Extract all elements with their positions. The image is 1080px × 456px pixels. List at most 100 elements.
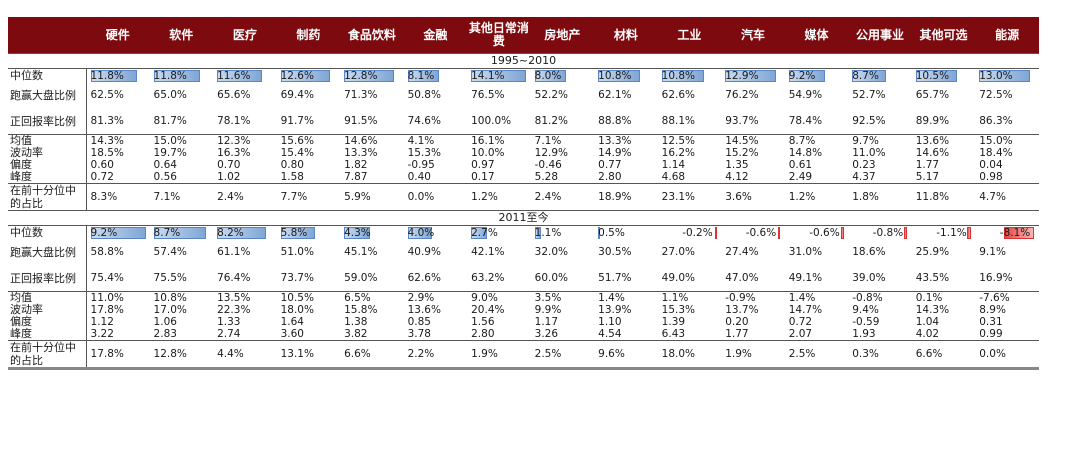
table-cell: 13.9% xyxy=(598,304,632,316)
table-cell: 1.17 xyxy=(534,316,559,328)
table-cell: 88.8% xyxy=(598,115,632,127)
table-cell: 0.80 xyxy=(280,159,304,171)
table-cell: 17.8% xyxy=(90,304,124,316)
data-bar: 14.1% xyxy=(471,69,527,82)
median-value: 12.6% xyxy=(280,69,314,82)
period-title: 2011至今 xyxy=(8,210,1039,226)
table-cell: 65.0% xyxy=(153,89,187,101)
data-bar-fill xyxy=(90,69,137,82)
median-cell: 0.5% xyxy=(594,225,658,239)
table-cell: 0.60 xyxy=(90,159,114,171)
table-cell: 27.0% xyxy=(661,246,696,258)
data-bar-fill xyxy=(217,226,267,239)
median-cell: -0.6% xyxy=(784,225,849,239)
table-cell: 9.7% xyxy=(848,134,912,147)
data-bar: -0.2% xyxy=(662,226,717,239)
median-cell: 13.0% xyxy=(975,68,1039,82)
table-row: 均值 11.0% 10.8% 13.5% 10.5% 6.5% 2.9% 9.0% 3.5% 1.… xyxy=(8,291,1039,304)
table-cell: 1.10 xyxy=(598,316,622,328)
table-cell: 1.04 xyxy=(915,316,940,328)
table-cell: 0.17 xyxy=(471,171,495,183)
median-value: 8.7% xyxy=(852,69,879,82)
table-cell: 88.1% xyxy=(661,115,696,127)
row-label: 偏度 xyxy=(8,159,87,171)
median-cell: 8.2% xyxy=(213,225,277,239)
median-cell: 4.3% xyxy=(340,225,404,239)
table-cell: 19.7% xyxy=(153,147,187,159)
table-cell: 2.49 xyxy=(788,171,813,183)
table-row: 正回报率比例 81.3% 81.7% 78.1% 91.7% 91.5% 74.6% 100.… xyxy=(8,108,1039,135)
table-cell: 61.1% xyxy=(217,246,251,258)
table-cell: 3.5% xyxy=(530,291,595,304)
table-cell: 8.7% xyxy=(784,134,849,147)
table-cell: 75.4% xyxy=(90,272,124,284)
table-cell: -0.46 xyxy=(534,159,562,171)
table-cell: 18.0% xyxy=(657,340,722,370)
median-cell: 5.8% xyxy=(276,225,341,239)
table-cell: 8.9% xyxy=(979,304,1006,316)
data-bar-fill xyxy=(153,69,200,82)
table-cell: 15.2% xyxy=(725,147,759,159)
table-row: 均值 14.3% 15.0% 12.3% 15.6% 14.6% 4.1% 16.1% 7.1%… xyxy=(8,134,1039,147)
table-cell: 100.0% xyxy=(471,115,512,127)
median-row: 中位数 11.8% 11.8% 11.6% 12.6% 12.8% 8.1% 14.1% 8.0… xyxy=(8,68,1039,82)
median-value: 4.0% xyxy=(407,226,435,239)
table-cell: 3.82 xyxy=(344,328,368,340)
table-cell: 0.72 xyxy=(788,316,813,328)
table-cell: 0.70 xyxy=(217,159,241,171)
table-cell: 49.1% xyxy=(788,272,823,284)
data-bar: 1.1% xyxy=(534,226,590,239)
table-cell: 15.0% xyxy=(975,134,1039,147)
table-cell: 86.3% xyxy=(979,115,1013,127)
median-value: -8.1% xyxy=(999,226,1031,239)
table-cell: 62.6% xyxy=(407,272,441,284)
data-bar: 0.5% xyxy=(598,226,653,239)
median-value: 2.7% xyxy=(471,226,498,239)
table-cell: 65.7% xyxy=(915,89,950,101)
median-cell: 11.8% xyxy=(86,68,150,82)
median-value: -0.6% xyxy=(809,226,840,239)
data-bar: 11.6% xyxy=(217,69,272,82)
table-cell: 81.2% xyxy=(534,115,568,127)
table-cell: 9.9% xyxy=(534,304,562,316)
table-cell: 1.9% xyxy=(467,340,531,370)
table-cell: 62.6% xyxy=(661,89,696,101)
table-cell: 0.3% xyxy=(848,340,912,370)
table-cell: 13.5% xyxy=(213,291,277,304)
data-bar: 8.7% xyxy=(153,226,209,239)
table-cell: 54.9% xyxy=(788,89,823,101)
sector-header: 媒体 xyxy=(784,17,849,54)
median-value: 11.6% xyxy=(217,69,251,82)
table-cell: 14.6% xyxy=(340,134,404,147)
table-cell: 62.1% xyxy=(598,89,632,101)
table-cell: -0.95 xyxy=(407,159,435,171)
table-cell: 0.1% xyxy=(911,291,976,304)
table-cell: 91.7% xyxy=(280,115,314,127)
data-bar: 4.0% xyxy=(407,226,463,239)
period-row: 2011至今 xyxy=(8,210,1039,226)
data-bar-fill xyxy=(534,69,566,82)
table-row: 偏度 1.12 1.06 1.33 1.64 1.38 0.85 1.56 1.17 1.10 1.… xyxy=(8,316,1039,328)
data-bar: 9.2% xyxy=(788,69,844,82)
median-cell: 11.6% xyxy=(213,68,277,82)
data-bar: 11.8% xyxy=(153,69,209,82)
row-label: 在前十分位中的占比 xyxy=(8,183,87,211)
median-cell: 8.1% xyxy=(403,68,468,82)
data-bar-fill xyxy=(153,226,206,239)
header-corner xyxy=(8,17,87,54)
table-cell: 51.0% xyxy=(280,246,314,258)
data-bar: 2.7% xyxy=(471,226,526,239)
table-cell: 91.5% xyxy=(344,115,378,127)
table-cell: 17.0% xyxy=(153,304,187,316)
table-cell: 4.02 xyxy=(915,328,940,340)
data-bar: 10.8% xyxy=(598,69,653,82)
table-cell: 25.9% xyxy=(915,246,950,258)
row-label: 波动率 xyxy=(8,304,87,316)
median-value: 12.8% xyxy=(344,69,378,82)
table-cell: 18.6% xyxy=(852,246,886,258)
median-value: 0.5% xyxy=(598,226,625,239)
table-cell: 76.4% xyxy=(217,272,251,284)
median-cell: -1.1% xyxy=(911,225,976,239)
table-cell: 42.1% xyxy=(471,246,505,258)
data-bar-fill xyxy=(725,69,776,82)
